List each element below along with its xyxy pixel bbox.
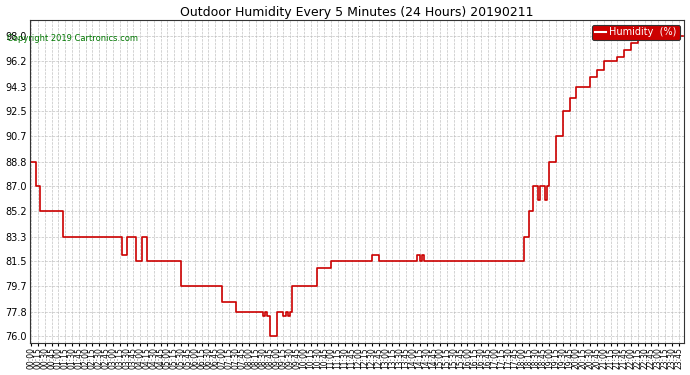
Title: Outdoor Humidity Every 5 Minutes (24 Hours) 20190211: Outdoor Humidity Every 5 Minutes (24 Hou… — [181, 6, 534, 18]
Text: Copyright 2019 Cartronics.com: Copyright 2019 Cartronics.com — [7, 34, 138, 43]
Legend: Humidity  (%): Humidity (%) — [592, 25, 680, 40]
